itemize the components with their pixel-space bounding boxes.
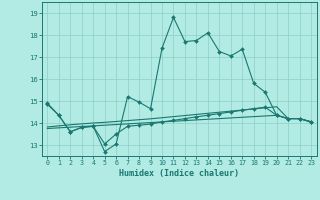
X-axis label: Humidex (Indice chaleur): Humidex (Indice chaleur) <box>119 169 239 178</box>
